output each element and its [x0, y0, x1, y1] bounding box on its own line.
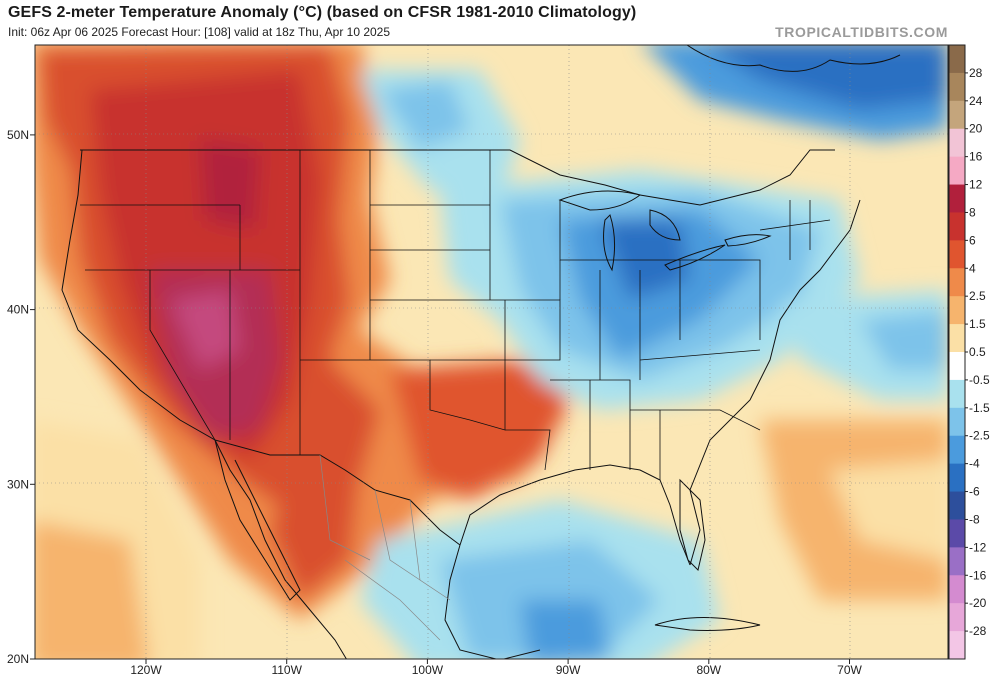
lon-tick-label: 70W: [837, 663, 862, 677]
colorbar-label: 20: [969, 122, 983, 136]
cuba-outline: [654, 617, 761, 631]
lon-tick-label: 100W: [412, 663, 444, 677]
colorbar-label: 6: [969, 233, 976, 247]
colorbar-swatch: [949, 324, 965, 353]
latitude-axis: 50N 40N 30N 20N: [7, 128, 35, 666]
state-lines: [80, 150, 831, 480]
colorbar-label: 16: [969, 150, 983, 164]
us-mexico-border: [214, 439, 461, 546]
colorbar-label: -28: [969, 624, 987, 638]
colorbar-swatch: [949, 296, 965, 325]
colorbar-label: -1.5: [969, 401, 990, 415]
colorbar-swatch: [949, 575, 965, 604]
colorbar-swatch: [949, 352, 965, 381]
colorbar-swatch: [949, 268, 965, 297]
lat-tick-label: 30N: [7, 477, 29, 491]
longitude-axis: 120W 110W 100W 90W 80W 70W: [130, 659, 863, 677]
colorbar-label: -12: [969, 540, 987, 554]
florida-peninsula: [679, 478, 706, 571]
lon-tick-label: 120W: [130, 663, 162, 677]
map-subtitle: Init: 06z Apr 06 2025 Forecast Hour: [10…: [8, 25, 391, 39]
colorbar-label: 12: [969, 178, 983, 192]
colorbar-label: 8: [969, 205, 976, 219]
lon-tick-label: 90W: [556, 663, 581, 677]
anomaly-shading: [35, 45, 948, 659]
colorbar-label: -20: [969, 596, 987, 610]
colorbar-label: 24: [969, 94, 983, 108]
pacific-coast: [61, 149, 347, 659]
colorbar-label: 1.5: [969, 317, 986, 331]
colorbar-swatch: [949, 407, 965, 437]
colorbar-label: 28: [969, 66, 983, 80]
colorbar-swatch: [949, 100, 965, 130]
colorbar-label: -6: [969, 485, 980, 499]
mexico-coast: [444, 544, 541, 659]
lake-superior: [558, 190, 642, 211]
colorbar-swatch: [949, 128, 965, 158]
colorbar-label: 4: [969, 261, 976, 275]
colorbar-swatch: [949, 631, 965, 660]
lake-erie: [664, 244, 726, 271]
lon-tick-label: 80W: [696, 663, 721, 677]
hudson-bay-coast: [686, 45, 901, 72]
colorbar-swatch: [949, 72, 965, 102]
colorbar-swatch: [949, 435, 965, 465]
colorbar-swatch: [949, 212, 965, 241]
map-frame: [34, 44, 949, 660]
colorbar: 28 24 20 16 12 8 6 4 2.5 1.5 0.5 -0.5 -1.5 -2.5 -4 -6 -8…: [948, 44, 990, 660]
gulf-coast: [459, 464, 691, 566]
colorbar-swatch: [949, 184, 965, 213]
colorbar-label: -16: [969, 568, 987, 582]
colorbar-swatch: [949, 463, 965, 493]
colorbar-swatch: [949, 379, 965, 409]
credit-watermark: TROPICALTIDBITS.COM: [775, 24, 948, 40]
lake-huron: [649, 209, 681, 241]
map-title: GEFS 2-meter Temperature Anomaly (°C) (b…: [8, 4, 637, 21]
colorbar-swatch: [949, 491, 965, 520]
colorbar-label: -8: [969, 512, 980, 526]
lake-michigan: [603, 214, 616, 272]
colorbar-label: -4: [969, 457, 980, 471]
colorbar-swatch: [949, 519, 965, 548]
lat-tick-label: 20N: [7, 652, 29, 666]
baja-peninsula: [214, 439, 301, 601]
graticule: [35, 45, 948, 659]
lat-tick-label: 40N: [7, 303, 29, 317]
us-canada-border: [80, 149, 835, 206]
colorbar-swatch: [949, 45, 965, 74]
lat-tick-label: 50N: [7, 128, 29, 142]
colorbar-label: -0.5: [969, 373, 990, 387]
colorbar-swatch: [949, 547, 965, 576]
colorbar-swatch: [949, 156, 965, 186]
colorbar-label: 0.5: [969, 345, 986, 359]
colorbar-label: 2.5: [969, 289, 986, 303]
colorbar-label: -2.5: [969, 429, 990, 443]
lake-ontario: [724, 234, 772, 247]
atlantic-coast: [689, 199, 861, 566]
map-field: [35, 45, 948, 659]
lon-tick-label: 110W: [271, 663, 302, 677]
mexico-state-lines: [319, 454, 451, 641]
colorbar-swatch: [949, 603, 965, 632]
colorbar-swatch: [949, 240, 965, 269]
geography-outlines: [61, 45, 901, 659]
